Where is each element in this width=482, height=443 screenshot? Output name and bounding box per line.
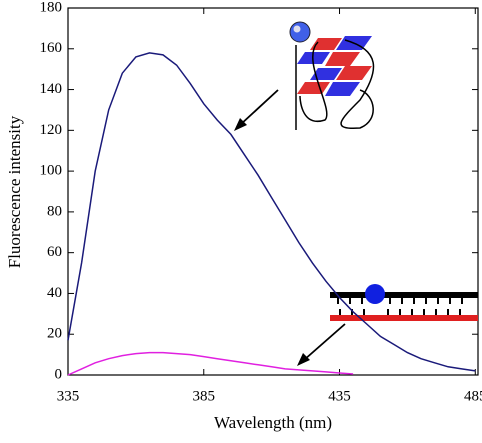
y-tick-label: 60 [47, 244, 62, 260]
y-tick-label: 180 [40, 0, 63, 15]
x-axis-label: Wavelength (nm) [214, 413, 332, 432]
series-line [67, 52, 476, 372]
y-tick-label: 20 [47, 326, 62, 342]
y-tick-label: 160 [40, 40, 63, 56]
x-tick-label: 335 [57, 388, 80, 404]
y-tick-label: 140 [40, 81, 63, 97]
x-tick-label: 485 [464, 388, 482, 404]
y-tick-label: 120 [40, 122, 63, 138]
y-tick-label: 100 [40, 163, 63, 179]
y-tick-label: 0 [55, 366, 63, 382]
plot-frame [67, 7, 479, 376]
y-axis-label: Fluorescence intensity [5, 115, 24, 268]
y-tick-label: 40 [47, 285, 62, 301]
series-line [67, 351, 354, 376]
x-tick-label: 435 [328, 388, 351, 404]
quadruplex-icon [234, 21, 375, 131]
x-tick-label: 385 [193, 388, 216, 404]
duplex-icon [297, 284, 478, 366]
y-tick-label: 80 [47, 203, 62, 219]
